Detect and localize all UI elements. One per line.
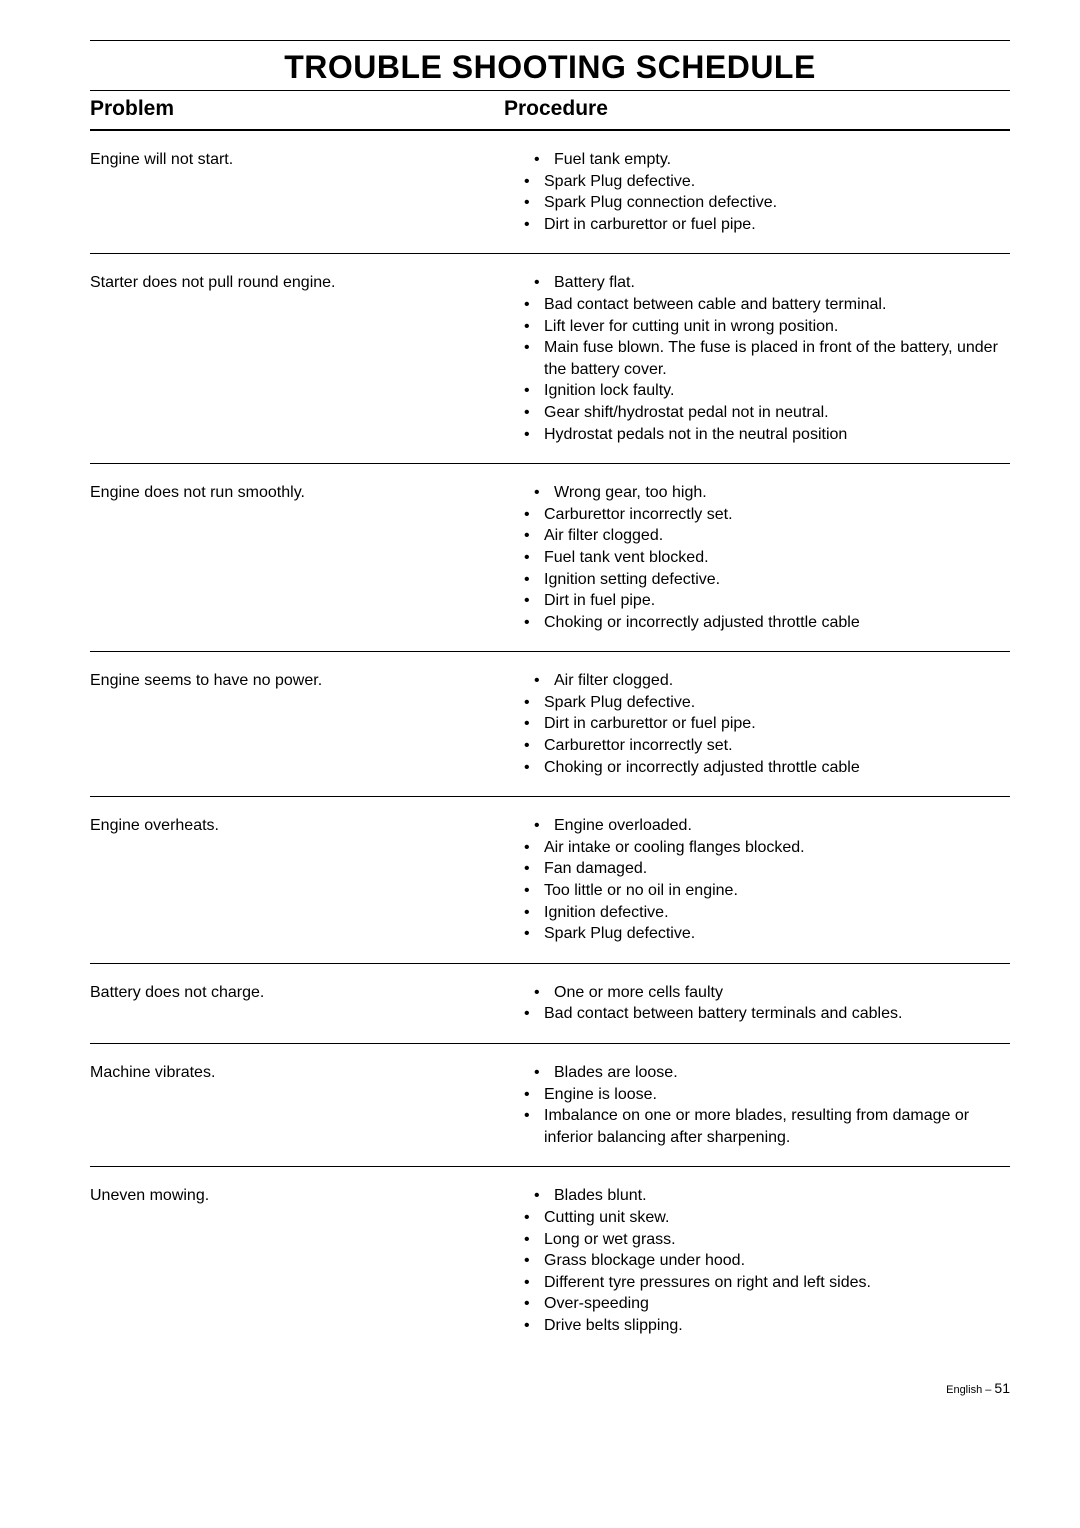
main-title: TROUBLE SHOOTING SCHEDULE [90,43,1010,90]
problem-text: Battery does not charge. [90,982,504,1004]
procedure-cell: Air filter clogged.Spark Plug defective.… [504,670,1010,778]
title-bottom-rule [90,90,1010,91]
section-row: Engine will not start.Fuel tank empty.Sp… [90,131,1010,253]
problem-text: Engine seems to have no power. [90,670,504,692]
section-row: Uneven mowing.Blades blunt.Cutting unit … [90,1167,1010,1354]
procedure-item: Carburettor incorrectly set. [524,504,1010,526]
column-header-row: Problem Procedure [90,95,1010,127]
procedure-list: Fuel tank empty.Spark Plug defective.Spa… [504,149,1010,235]
procedure-item: Choking or incorrectly adjusted throttle… [524,612,1010,634]
procedure-item: Engine overloaded. [524,815,1010,837]
procedure-cell: Engine overloaded.Air intake or cooling … [504,815,1010,945]
problem-text: Engine does not run smoothly. [90,482,504,504]
top-rule [90,40,1010,41]
problem-cell: Engine does not run smoothly. [90,482,504,633]
problem-cell: Engine overheats. [90,815,504,945]
procedure-item: Dirt in fuel pipe. [524,590,1010,612]
page-footer: English – 51 [90,1355,1010,1396]
procedure-item: Too little or no oil in engine. [524,880,1010,902]
problem-text: Uneven mowing. [90,1185,504,1207]
section-row: Machine vibrates.Blades are loose.Engine… [90,1044,1010,1166]
procedure-item: Grass blockage under hood. [524,1250,1010,1272]
section-row: Battery does not charge.One or more cell… [90,964,1010,1043]
section-row: Engine does not run smoothly. Wrong gear… [90,464,1010,651]
problem-cell: Uneven mowing. [90,1185,504,1336]
procedure-item: Air filter clogged. [524,670,1010,692]
procedure-item: Spark Plug defective. [524,692,1010,714]
procedure-item: Spark Plug defective. [524,923,1010,945]
procedure-item: Fan damaged. [524,858,1010,880]
procedure-item: Gear shift/hydrostat pedal not in neutra… [524,402,1010,424]
problem-text: Starter does not pull round engine. [90,272,504,294]
page-container: TROUBLE SHOOTING SCHEDULE Problem Proced… [0,0,1080,1426]
procedure-item: Air filter clogged. [524,525,1010,547]
procedure-item: Battery flat. [524,272,1010,294]
procedure-item: Cutting unit skew. [524,1207,1010,1229]
procedure-list: Air filter clogged.Spark Plug defective.… [504,670,1010,778]
procedure-list: Blades blunt.Cutting unit skew.Long or w… [504,1185,1010,1336]
problem-header: Problem [90,95,504,127]
procedure-item: Wrong gear, too high. [524,482,1010,504]
footer-page-number: 51 [994,1380,1010,1396]
problem-cell: Battery does not charge. [90,982,504,1025]
procedure-item: Different tyre pressures on right and le… [524,1272,1010,1294]
section-row: Engine seems to have no power.Air filter… [90,652,1010,796]
section-row: Engine overheats.Engine overloaded.Air i… [90,797,1010,963]
procedure-cell: Wrong gear, too high.Carburettor incorre… [504,482,1010,633]
procedure-list: Engine overloaded.Air intake or cooling … [504,815,1010,945]
problem-cell: Machine vibrates. [90,1062,504,1148]
problem-cell: Engine seems to have no power. [90,670,504,778]
procedure-cell: Blades blunt.Cutting unit skew.Long or w… [504,1185,1010,1336]
problem-cell: Engine will not start. [90,149,504,235]
section-row: Starter does not pull round engine.Batte… [90,254,1010,463]
procedure-item: Blades blunt. [524,1185,1010,1207]
procedure-item: Over-speeding [524,1293,1010,1315]
procedure-item: Dirt in carburettor or fuel pipe. [524,214,1010,236]
problem-text: Engine overheats. [90,815,504,837]
procedure-item: Blades are loose. [524,1062,1010,1084]
procedure-list: Blades are loose.Engine is loose.Imbalan… [504,1062,1010,1148]
procedure-item: Ignition lock faulty. [524,380,1010,402]
procedure-item: Ignition setting defective. [524,569,1010,591]
procedure-item: Hydrostat pedals not in the neutral posi… [524,424,1010,446]
procedure-item: Main fuse blown. The fuse is placed in f… [524,337,1010,380]
procedure-list: Battery flat.Bad contact between cable a… [504,272,1010,445]
procedure-cell: Battery flat.Bad contact between cable a… [504,272,1010,445]
procedure-item: Choking or incorrectly adjusted throttle… [524,757,1010,779]
procedure-item: Drive belts slipping. [524,1315,1010,1337]
procedure-item: Ignition defective. [524,902,1010,924]
procedure-item: Air intake or cooling flanges blocked. [524,837,1010,859]
procedure-header: Procedure [504,95,1010,127]
procedure-item: Spark Plug connection defective. [524,192,1010,214]
procedure-list: One or more cells faultyBad contact betw… [504,982,1010,1025]
procedure-item: Fuel tank vent blocked. [524,547,1010,569]
procedure-item: Bad contact between cable and battery te… [524,294,1010,316]
problem-cell: Starter does not pull round engine. [90,272,504,445]
procedure-cell: Fuel tank empty.Spark Plug defective.Spa… [504,149,1010,235]
problem-text: Machine vibrates. [90,1062,504,1084]
procedure-list: Wrong gear, too high.Carburettor incorre… [504,482,1010,633]
procedure-cell: Blades are loose.Engine is loose.Imbalan… [504,1062,1010,1148]
procedure-item: Engine is loose. [524,1084,1010,1106]
procedure-item: Spark Plug defective. [524,171,1010,193]
procedure-item: Imbalance on one or more blades, resulti… [524,1105,1010,1148]
procedure-item: Lift lever for cutting unit in wrong pos… [524,316,1010,338]
procedure-item: Long or wet grass. [524,1229,1010,1251]
procedure-item: One or more cells faulty [524,982,1010,1004]
sections-container: Engine will not start.Fuel tank empty.Sp… [90,131,1010,1355]
procedure-item: Bad contact between battery terminals an… [524,1003,1010,1025]
problem-text: Engine will not start. [90,149,504,171]
procedure-cell: One or more cells faultyBad contact betw… [504,982,1010,1025]
procedure-item: Fuel tank empty. [524,149,1010,171]
procedure-item: Carburettor incorrectly set. [524,735,1010,757]
procedure-item: Dirt in carburettor or fuel pipe. [524,713,1010,735]
footer-language: English – [946,1384,994,1396]
